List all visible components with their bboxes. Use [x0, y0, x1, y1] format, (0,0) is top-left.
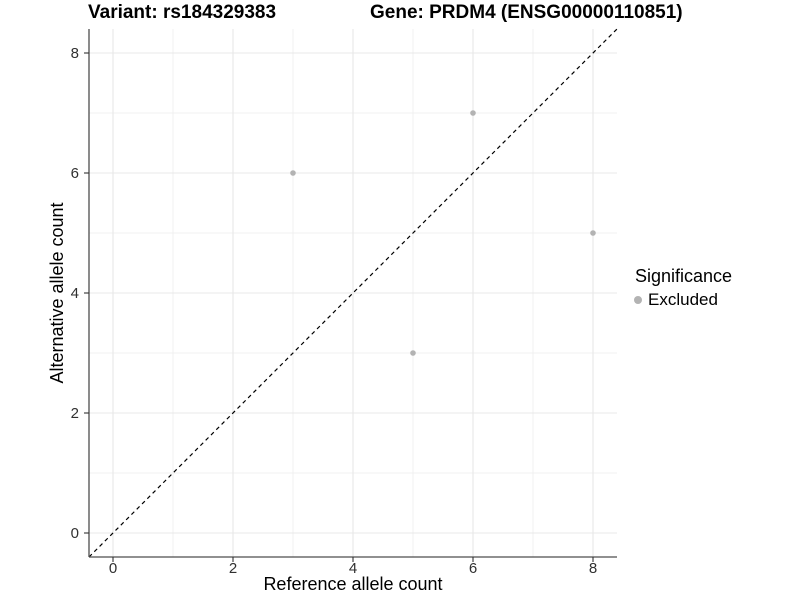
x-axis-title: Reference allele count: [263, 574, 442, 594]
legend-item-label: Excluded: [648, 290, 718, 309]
x-tick-label: 4: [349, 560, 357, 577]
y-axis-title: Alternative allele count: [47, 202, 67, 383]
y-tick-label: 8: [71, 45, 79, 62]
y-tick-label: 6: [71, 165, 79, 182]
data-point: [470, 110, 476, 116]
excluded-point-icon: [634, 296, 642, 304]
x-tick-label: 8: [589, 560, 597, 577]
legend-title: Significance: [635, 266, 733, 286]
x-tick-label: 2: [229, 560, 237, 577]
y-tick-label: 4: [71, 285, 79, 302]
plot-title-variant: Variant: rs184329383: [88, 2, 277, 23]
legend: Significance Excluded: [630, 266, 732, 310]
data-point: [290, 170, 296, 176]
data-point: [590, 230, 596, 236]
y-tick-label: 0: [71, 525, 79, 542]
plot-title-gene: Gene: PRDM4 (ENSG00000110851): [370, 2, 683, 23]
y-tick-label: 2: [71, 405, 79, 422]
data-point: [410, 350, 416, 356]
legend-item-excluded: Excluded: [630, 290, 732, 310]
x-tick-label: 0: [109, 560, 117, 577]
x-tick-label: 6: [469, 560, 477, 577]
